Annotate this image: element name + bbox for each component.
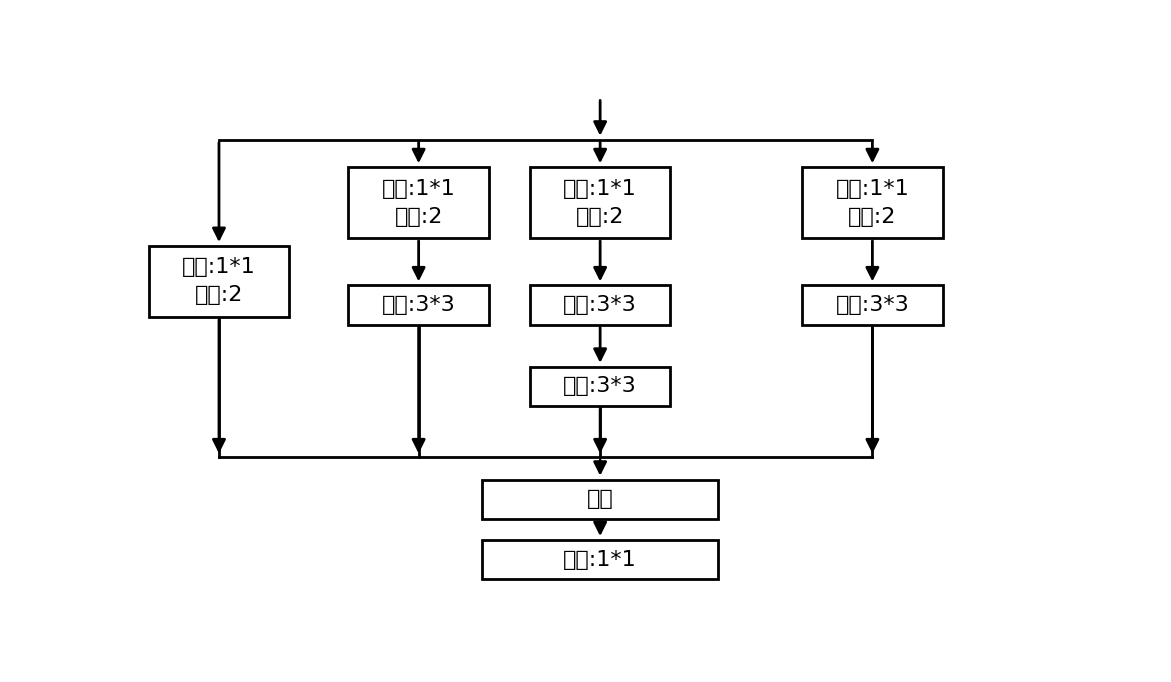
Text: 卷积:3*3: 卷积:3*3 <box>382 295 456 315</box>
Text: 卷积:3*3: 卷积:3*3 <box>563 376 637 396</box>
Text: 卷积:1*1
步长:2: 卷积:1*1 步长:2 <box>382 179 456 226</box>
Text: 卷积:1*1
步长:2: 卷积:1*1 步长:2 <box>563 179 637 226</box>
Text: 连接: 连接 <box>587 489 614 509</box>
Bar <box>529 285 671 325</box>
Text: 卷积:1*1: 卷积:1*1 <box>563 550 637 569</box>
Bar <box>482 479 718 519</box>
Bar <box>482 540 718 580</box>
Bar <box>529 367 671 406</box>
Bar <box>348 167 489 238</box>
Bar <box>149 246 289 317</box>
Bar <box>802 285 943 325</box>
Text: 卷积:1*1
步长:2: 卷积:1*1 步长:2 <box>836 179 909 226</box>
Bar <box>802 167 943 238</box>
Text: 卷积:3*3: 卷积:3*3 <box>836 295 909 315</box>
Text: 卷积:1*1
步长:2: 卷积:1*1 步长:2 <box>183 257 255 306</box>
Text: 卷积:3*3: 卷积:3*3 <box>563 295 637 315</box>
Bar <box>529 167 671 238</box>
Bar <box>348 285 489 325</box>
